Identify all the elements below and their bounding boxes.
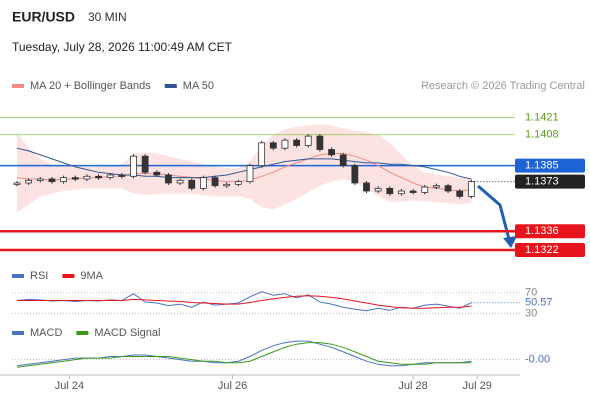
- candle-body: [304, 135, 312, 146]
- legend-label: MACD Signal: [94, 327, 160, 339]
- candle-body: [444, 185, 452, 192]
- candle-body: [258, 142, 266, 166]
- candle-body: [13, 182, 21, 185]
- candle-body: [269, 142, 277, 149]
- candle-body: [106, 174, 114, 179]
- y-tick-label: 30: [525, 307, 537, 319]
- legend-label: MA 50: [183, 80, 214, 92]
- candle-body: [351, 165, 359, 184]
- candle-body: [281, 139, 289, 149]
- candle-body: [188, 179, 196, 189]
- candle-body: [176, 179, 184, 184]
- candle-body: [246, 165, 254, 183]
- x-tick-label: Jul 29: [462, 380, 491, 392]
- candle-body: [374, 187, 382, 192]
- candle-body: [456, 190, 464, 197]
- candle-body: [48, 178, 56, 183]
- ma-line: [16, 147, 472, 180]
- candle-body: [223, 183, 231, 187]
- candle-body: [398, 190, 405, 195]
- x-tick-label: Jul 24: [55, 380, 84, 392]
- ma-line: [16, 153, 472, 192]
- current-rsi-label: 50.57: [525, 297, 553, 309]
- level-box: [515, 158, 585, 173]
- legend-label: MA 20 + Bollinger Bands: [30, 80, 151, 92]
- y-tick-label: -0.00: [525, 354, 550, 366]
- level-label: 1.1385: [525, 159, 559, 171]
- legend-swatch: [164, 84, 177, 88]
- forecast-arrowhead: [503, 236, 517, 248]
- candle-body: [36, 178, 44, 181]
- candle-body: [293, 139, 301, 146]
- credit: Research © 2026 Trading Central: [421, 80, 585, 92]
- candle-body: [95, 175, 102, 179]
- current-price-label: 1.1373: [525, 176, 559, 188]
- candle-body: [130, 155, 137, 177]
- candle-body: [421, 186, 429, 193]
- bollinger-band: [17, 124, 472, 213]
- legend-label: 9MA: [80, 270, 103, 282]
- level-label: 1.1408: [525, 129, 559, 141]
- candle-body: [118, 174, 126, 177]
- x-tick-label: Jul 26: [218, 380, 247, 392]
- indicator-line: [17, 295, 472, 309]
- candle-body: [60, 177, 67, 183]
- candle-body: [316, 135, 324, 150]
- candle-body: [153, 171, 161, 176]
- current-price-box: [515, 174, 585, 189]
- indicator-line: [16, 342, 472, 368]
- legend-swatch: [12, 274, 24, 278]
- level-box: [515, 224, 585, 239]
- candle-body: [328, 149, 335, 156]
- candle-body: [386, 187, 394, 195]
- candle-body: [199, 177, 207, 189]
- legend-swatch: [62, 274, 75, 278]
- candle-body: [141, 155, 149, 173]
- candle-body: [467, 181, 475, 197]
- y-tick-label: 70: [525, 287, 537, 299]
- candle-body: [83, 175, 91, 180]
- level-label: 1.1336: [525, 225, 559, 237]
- level-box: [515, 242, 585, 257]
- candle-body: [339, 154, 347, 166]
- candle-body: [432, 185, 440, 188]
- candle-body: [165, 174, 172, 184]
- level-label: 1.1322: [525, 244, 559, 256]
- x-tick-label: Jul 28: [398, 380, 427, 392]
- interval: 30 MIN: [88, 10, 127, 24]
- legend-swatch: [12, 84, 24, 88]
- candle-body: [234, 181, 242, 185]
- legend-label: RSI: [30, 270, 48, 282]
- symbol: EUR/USD: [12, 9, 75, 25]
- legend-swatch: [12, 331, 24, 335]
- candle-body: [409, 190, 417, 193]
- candle-body: [25, 179, 33, 184]
- legend-swatch: [76, 331, 89, 335]
- candle-body: [71, 177, 79, 180]
- timestamp: Tuesday, July 28, 2026 11:00:49 AM CET: [12, 40, 233, 54]
- candle-body: [211, 177, 219, 187]
- level-label: 1.1421: [525, 111, 559, 123]
- candle-body: [363, 182, 370, 192]
- legend-label: MACD: [30, 327, 62, 339]
